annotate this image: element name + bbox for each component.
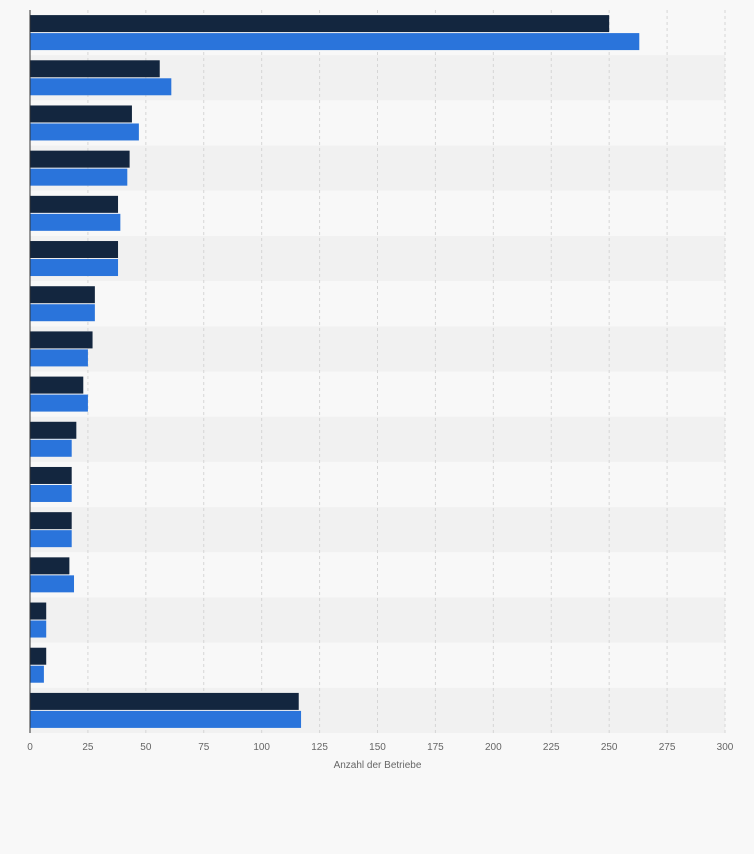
- bar-series-1-row-11: [30, 466, 72, 484]
- bar-series-1-row-6: [30, 241, 119, 259]
- bar-series-1-row-4: [30, 150, 130, 168]
- bar-series-1-row-15: [30, 647, 47, 665]
- x-tick-label: 175: [427, 742, 444, 753]
- bar-series-2-row-16: [30, 710, 302, 728]
- x-tick-label: 75: [198, 742, 210, 753]
- bar-series-2-row-9: [30, 394, 88, 412]
- bar-series-1-row-10: [30, 421, 77, 439]
- bar-series-1-row-14: [30, 602, 47, 620]
- bar-series-2-row-2: [30, 78, 172, 96]
- bar-series-2-row-1: [30, 33, 640, 51]
- bar-series-1-row-8: [30, 331, 93, 349]
- bar-series-1-row-9: [30, 376, 84, 394]
- bar-series-1-row-3: [30, 105, 132, 123]
- x-tick-label: 250: [601, 742, 618, 753]
- x-axis-label: Anzahl der Betriebe: [334, 760, 422, 771]
- bar-series-2-row-6: [30, 259, 119, 277]
- bar-series-2-row-3: [30, 123, 139, 141]
- bar-series-2-row-7: [30, 304, 95, 322]
- bar-series-2-row-12: [30, 530, 72, 548]
- bar-series-1-row-16: [30, 692, 299, 710]
- x-tick-label: 300: [717, 742, 734, 753]
- bar-series-2-row-11: [30, 484, 72, 502]
- bar-series-1-row-13: [30, 557, 70, 575]
- bar-series-1-row-12: [30, 512, 72, 530]
- x-tick-label: 200: [485, 742, 502, 753]
- bar-series-1-row-7: [30, 286, 95, 304]
- bar-series-2-row-10: [30, 439, 72, 457]
- x-tick-label: 150: [369, 742, 386, 753]
- bar-series-2-row-5: [30, 213, 121, 231]
- bar-series-1-row-5: [30, 195, 119, 213]
- x-tick-label: 225: [543, 742, 560, 753]
- bar-series-2-row-8: [30, 349, 88, 367]
- x-tick-label: 0: [27, 742, 33, 753]
- x-tick-label: 50: [140, 742, 152, 753]
- bar-series-2-row-15: [30, 665, 44, 683]
- bar-series-2-row-13: [30, 575, 75, 593]
- x-tick-label: 275: [659, 742, 676, 753]
- bar-series-1-row-1: [30, 15, 610, 33]
- x-tick-label: 25: [82, 742, 94, 753]
- x-tick-label: 100: [253, 742, 270, 753]
- bar-series-1-row-2: [30, 60, 160, 78]
- bar-series-2-row-4: [30, 168, 128, 186]
- x-tick-label: 125: [311, 742, 328, 753]
- bar-series-2-row-14: [30, 620, 47, 638]
